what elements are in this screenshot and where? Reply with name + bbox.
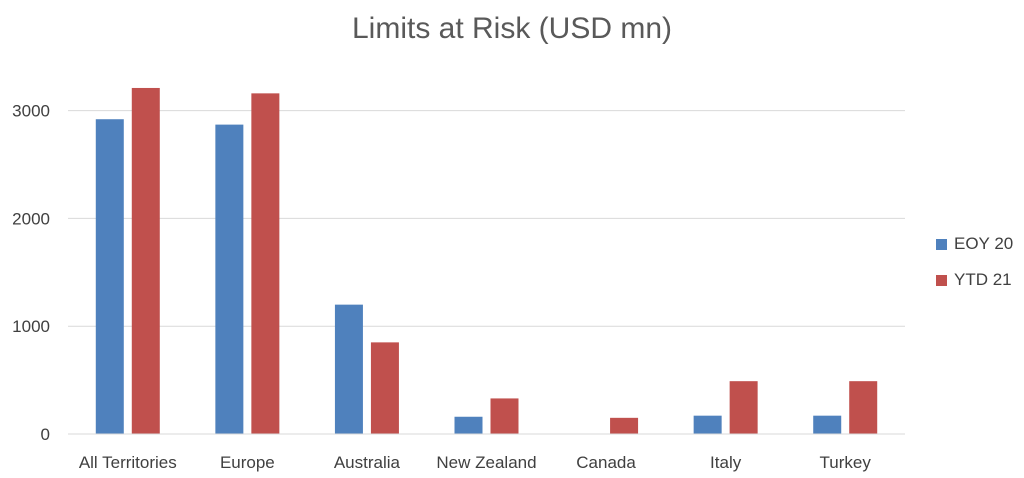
legend-swatch-ytd21: [936, 274, 947, 286]
x-category-label: All Territories: [79, 453, 177, 472]
legend-label-eoy20: EOY 20: [954, 234, 1014, 253]
legend-swatch-eoy20: [936, 238, 947, 250]
x-category-label: Canada: [576, 453, 636, 472]
bar-ytd21: [849, 381, 878, 434]
y-tick-label: 2000: [12, 209, 50, 228]
bar-ytd21: [610, 417, 639, 434]
legend: EOY 20 YTD 21: [936, 234, 1013, 306]
gridlines: [68, 110, 905, 327]
bar-eoy20: [813, 415, 842, 434]
bars: [95, 87, 878, 435]
x-category-label: Europe: [220, 453, 275, 472]
y-tick-label: 3000: [12, 102, 50, 121]
legend-item-eoy20: EOY 20: [936, 234, 1013, 254]
x-axis-categories: All Territories Europe Australia New Zealan…: [79, 453, 872, 472]
legend-item-ytd21: YTD 21: [936, 270, 1013, 290]
bar-eoy20: [693, 415, 722, 434]
bar-eoy20: [454, 416, 483, 434]
x-category-label: Italy: [710, 453, 742, 472]
bar-ytd21: [490, 398, 519, 434]
x-category-label: Turkey: [820, 453, 872, 472]
legend-label-ytd21: YTD 21: [954, 270, 1012, 289]
bar-ytd21: [131, 87, 160, 434]
y-tick-label: 0: [41, 425, 50, 444]
chart-title: Limits at Risk (USD mn): [351, 12, 673, 45]
y-tick-label: 1000: [12, 317, 50, 336]
bar-eoy20: [95, 119, 124, 434]
bar-ytd21: [370, 342, 399, 434]
bar-ytd21: [251, 93, 280, 435]
y-axis-ticks: 0 1000 2000 3000: [12, 102, 50, 444]
bar-eoy20: [334, 304, 363, 434]
x-category-label: Australia: [334, 453, 401, 472]
bar-eoy20: [215, 124, 244, 434]
x-category-label: New Zealand: [436, 453, 536, 472]
bar-ytd21: [729, 381, 758, 434]
